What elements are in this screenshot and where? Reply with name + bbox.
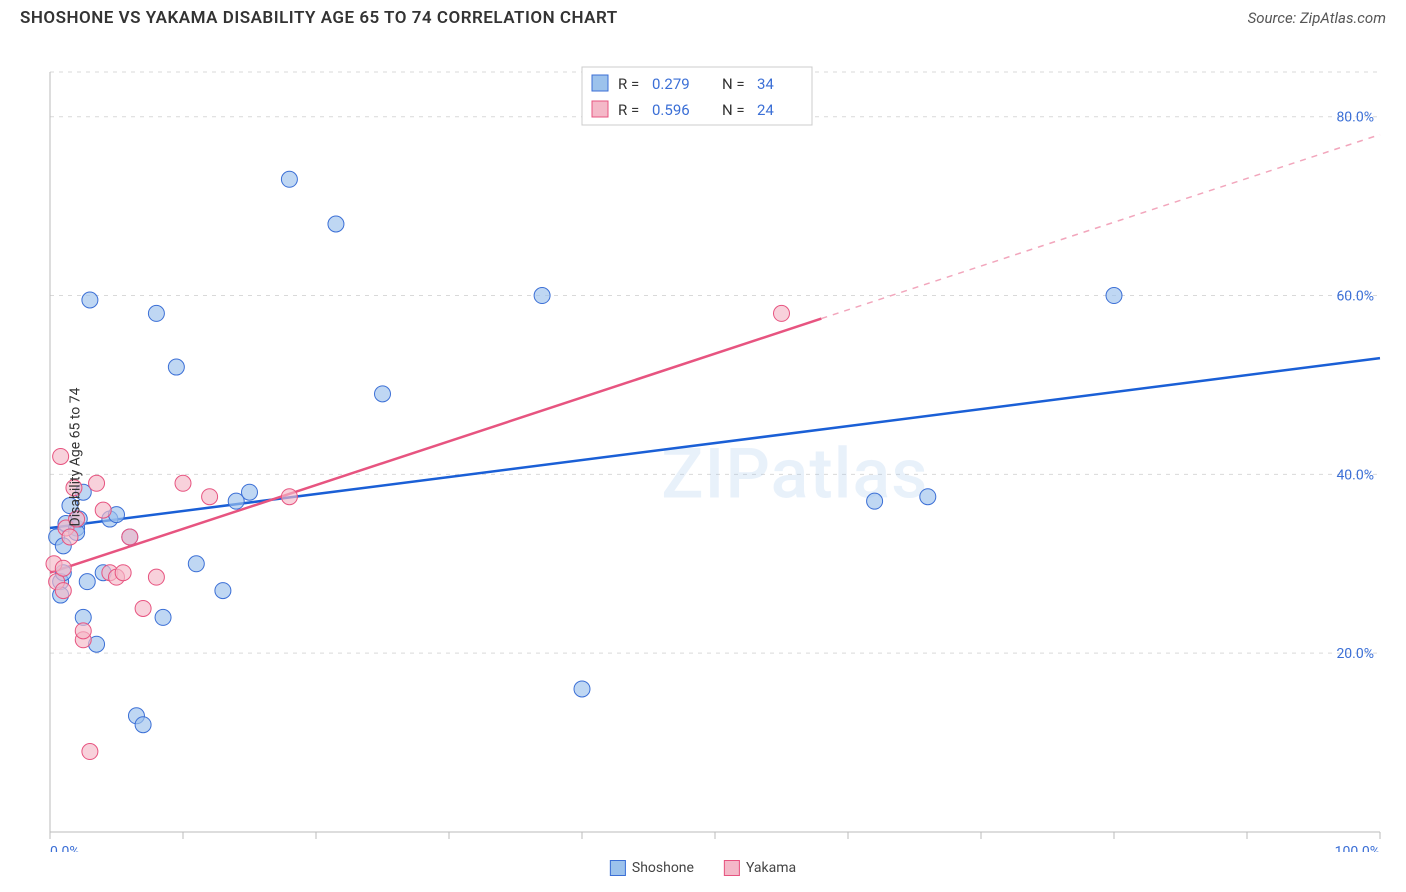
svg-text:N =: N = (722, 101, 745, 119)
svg-text:80.0%: 80.0% (1336, 110, 1374, 126)
svg-text:R =: R = (618, 101, 639, 119)
svg-text:34: 34 (757, 75, 774, 93)
source-credit: Source: ZipAtlas.com (1248, 9, 1386, 27)
svg-text:20.0%: 20.0% (1336, 646, 1374, 662)
chart-area: Disability Age 65 to 74 0.0% 100.0% 20.0% 4… (0, 32, 1406, 882)
square-icon (610, 860, 626, 876)
svg-text:24: 24 (757, 101, 774, 119)
square-icon (724, 860, 740, 876)
svg-text:0.0%: 0.0% (50, 844, 80, 852)
svg-text:N =: N = (722, 75, 745, 93)
svg-text:0.596: 0.596 (652, 101, 690, 119)
chart-title: SHOSHONE VS YAKAMA DISABILITY AGE 65 TO … (20, 8, 618, 28)
bottom-legend: Shoshone Yakama (610, 860, 796, 876)
legend-label: Shoshone (632, 860, 694, 876)
svg-text:60.0%: 60.0% (1336, 289, 1374, 305)
svg-text:0.279: 0.279 (652, 75, 690, 93)
svg-text:40.0%: 40.0% (1336, 467, 1374, 483)
legend-label: Yakama (746, 860, 796, 876)
y-axis-label: Disability Age 65 to 74 (67, 388, 83, 527)
legend-item-shoshone: Shoshone (610, 860, 694, 876)
scatter-chart: 0.0%100.0%20.0%40.0%60.0%80.0%ZIPatlasR … (0, 32, 1406, 852)
chart-header: SHOSHONE VS YAKAMA DISABILITY AGE 65 TO … (0, 0, 1406, 32)
svg-text:R =: R = (618, 75, 639, 93)
legend-item-yakama: Yakama (724, 860, 796, 876)
svg-text:100.0%: 100.0% (1335, 844, 1380, 852)
